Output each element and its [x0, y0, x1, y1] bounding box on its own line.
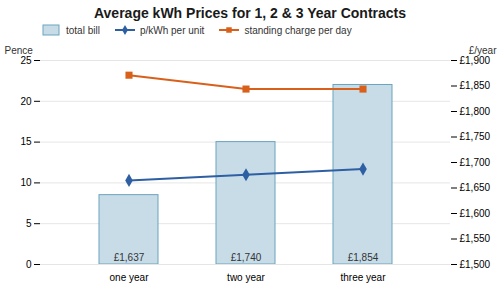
html-text:p/kWh per unit: p/kWh per unit: [139, 24, 205, 36]
svg-text:one year: one year: [110, 272, 150, 283]
svg-text:£/year: £/year: [469, 45, 497, 56]
svg-text:5: 5: [26, 218, 32, 229]
svg-text:20: 20: [20, 96, 32, 107]
svg-text:£1,740: £1,740: [231, 252, 262, 263]
svg-text:25: 25: [20, 55, 32, 66]
svg-text:three year: three year: [340, 272, 386, 283]
svg-text:£1,637: £1,637: [114, 252, 145, 263]
svg-text:£1,854: £1,854: [348, 252, 379, 263]
html-text:total bill: total bill: [66, 24, 100, 36]
svg-text:two year: two year: [227, 272, 265, 283]
svg-text:£1,750: £1,750: [460, 131, 491, 142]
svg-text:10: 10: [20, 177, 32, 188]
html-text:standing charge per day: standing charge per day: [244, 24, 352, 36]
svg-text:£1,900: £1,900: [460, 55, 491, 66]
svg-text:Pence: Pence: [5, 45, 34, 56]
svg-text:£1,550: £1,550: [460, 233, 491, 244]
svg-text:£1,700: £1,700: [460, 157, 491, 168]
svg-text:£1,600: £1,600: [460, 208, 491, 219]
svg-text:£1,500: £1,500: [460, 259, 491, 270]
svg-text:£1,850: £1,850: [460, 80, 491, 91]
svg-text:15: 15: [20, 136, 32, 147]
html-text:Average kWh Prices for 1, 2 &: Average kWh Prices for 1, 2 & 3 Year Con…: [94, 5, 406, 21]
svg-text:£1,800: £1,800: [460, 106, 491, 117]
svg-text:0: 0: [26, 259, 32, 270]
svg-text:£1,650: £1,650: [460, 182, 491, 193]
